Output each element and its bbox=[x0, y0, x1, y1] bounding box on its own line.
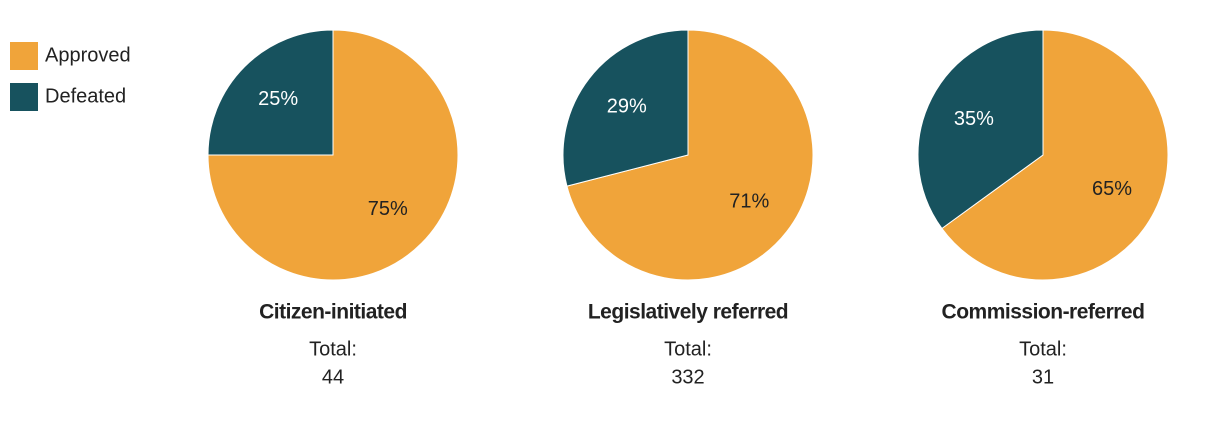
slice-unit: % bbox=[629, 96, 647, 118]
slice-value: 29 bbox=[607, 96, 629, 118]
slice-unit: % bbox=[1114, 178, 1132, 200]
slice-label: 71% bbox=[729, 191, 769, 213]
slice-value: 65 bbox=[1092, 178, 1114, 200]
slice-label: 65% bbox=[1092, 178, 1132, 200]
total-value: 44 bbox=[322, 366, 344, 388]
chart-title: Citizen-initiated bbox=[259, 301, 407, 324]
slice-label: 25% bbox=[258, 88, 298, 110]
slice-unit: % bbox=[280, 88, 298, 110]
legend-label: Approved bbox=[45, 44, 131, 66]
pie-slice bbox=[917, 29, 1044, 230]
slice-value: 25 bbox=[258, 88, 280, 110]
pie-slice bbox=[207, 29, 459, 281]
chart-title: Commission-referred bbox=[942, 301, 1145, 324]
pie-slice bbox=[562, 29, 689, 187]
slice-value: 35 bbox=[954, 108, 976, 130]
slice-label: 75% bbox=[368, 198, 408, 220]
slice-value: 71 bbox=[729, 191, 751, 213]
total-value: 31 bbox=[1032, 366, 1054, 388]
pie-slice bbox=[207, 29, 334, 156]
slice-unit: % bbox=[751, 191, 769, 213]
slice-unit: % bbox=[390, 198, 408, 220]
slice-label: 35% bbox=[954, 108, 994, 130]
chart-title: Legislatively referred bbox=[588, 301, 788, 324]
pie-slice bbox=[566, 29, 814, 281]
total-label: Total: bbox=[309, 338, 357, 360]
total-label: Total: bbox=[1019, 338, 1067, 360]
legend-label: Defeated bbox=[45, 85, 126, 107]
legend-swatch bbox=[10, 83, 38, 111]
slice-unit: % bbox=[976, 108, 994, 130]
total-value: 332 bbox=[671, 366, 704, 388]
total-label: Total: bbox=[664, 338, 712, 360]
slice-label: 29% bbox=[607, 96, 647, 118]
pie-slice bbox=[941, 29, 1169, 281]
legend-swatch bbox=[10, 42, 38, 70]
slice-value: 75 bbox=[368, 198, 390, 220]
